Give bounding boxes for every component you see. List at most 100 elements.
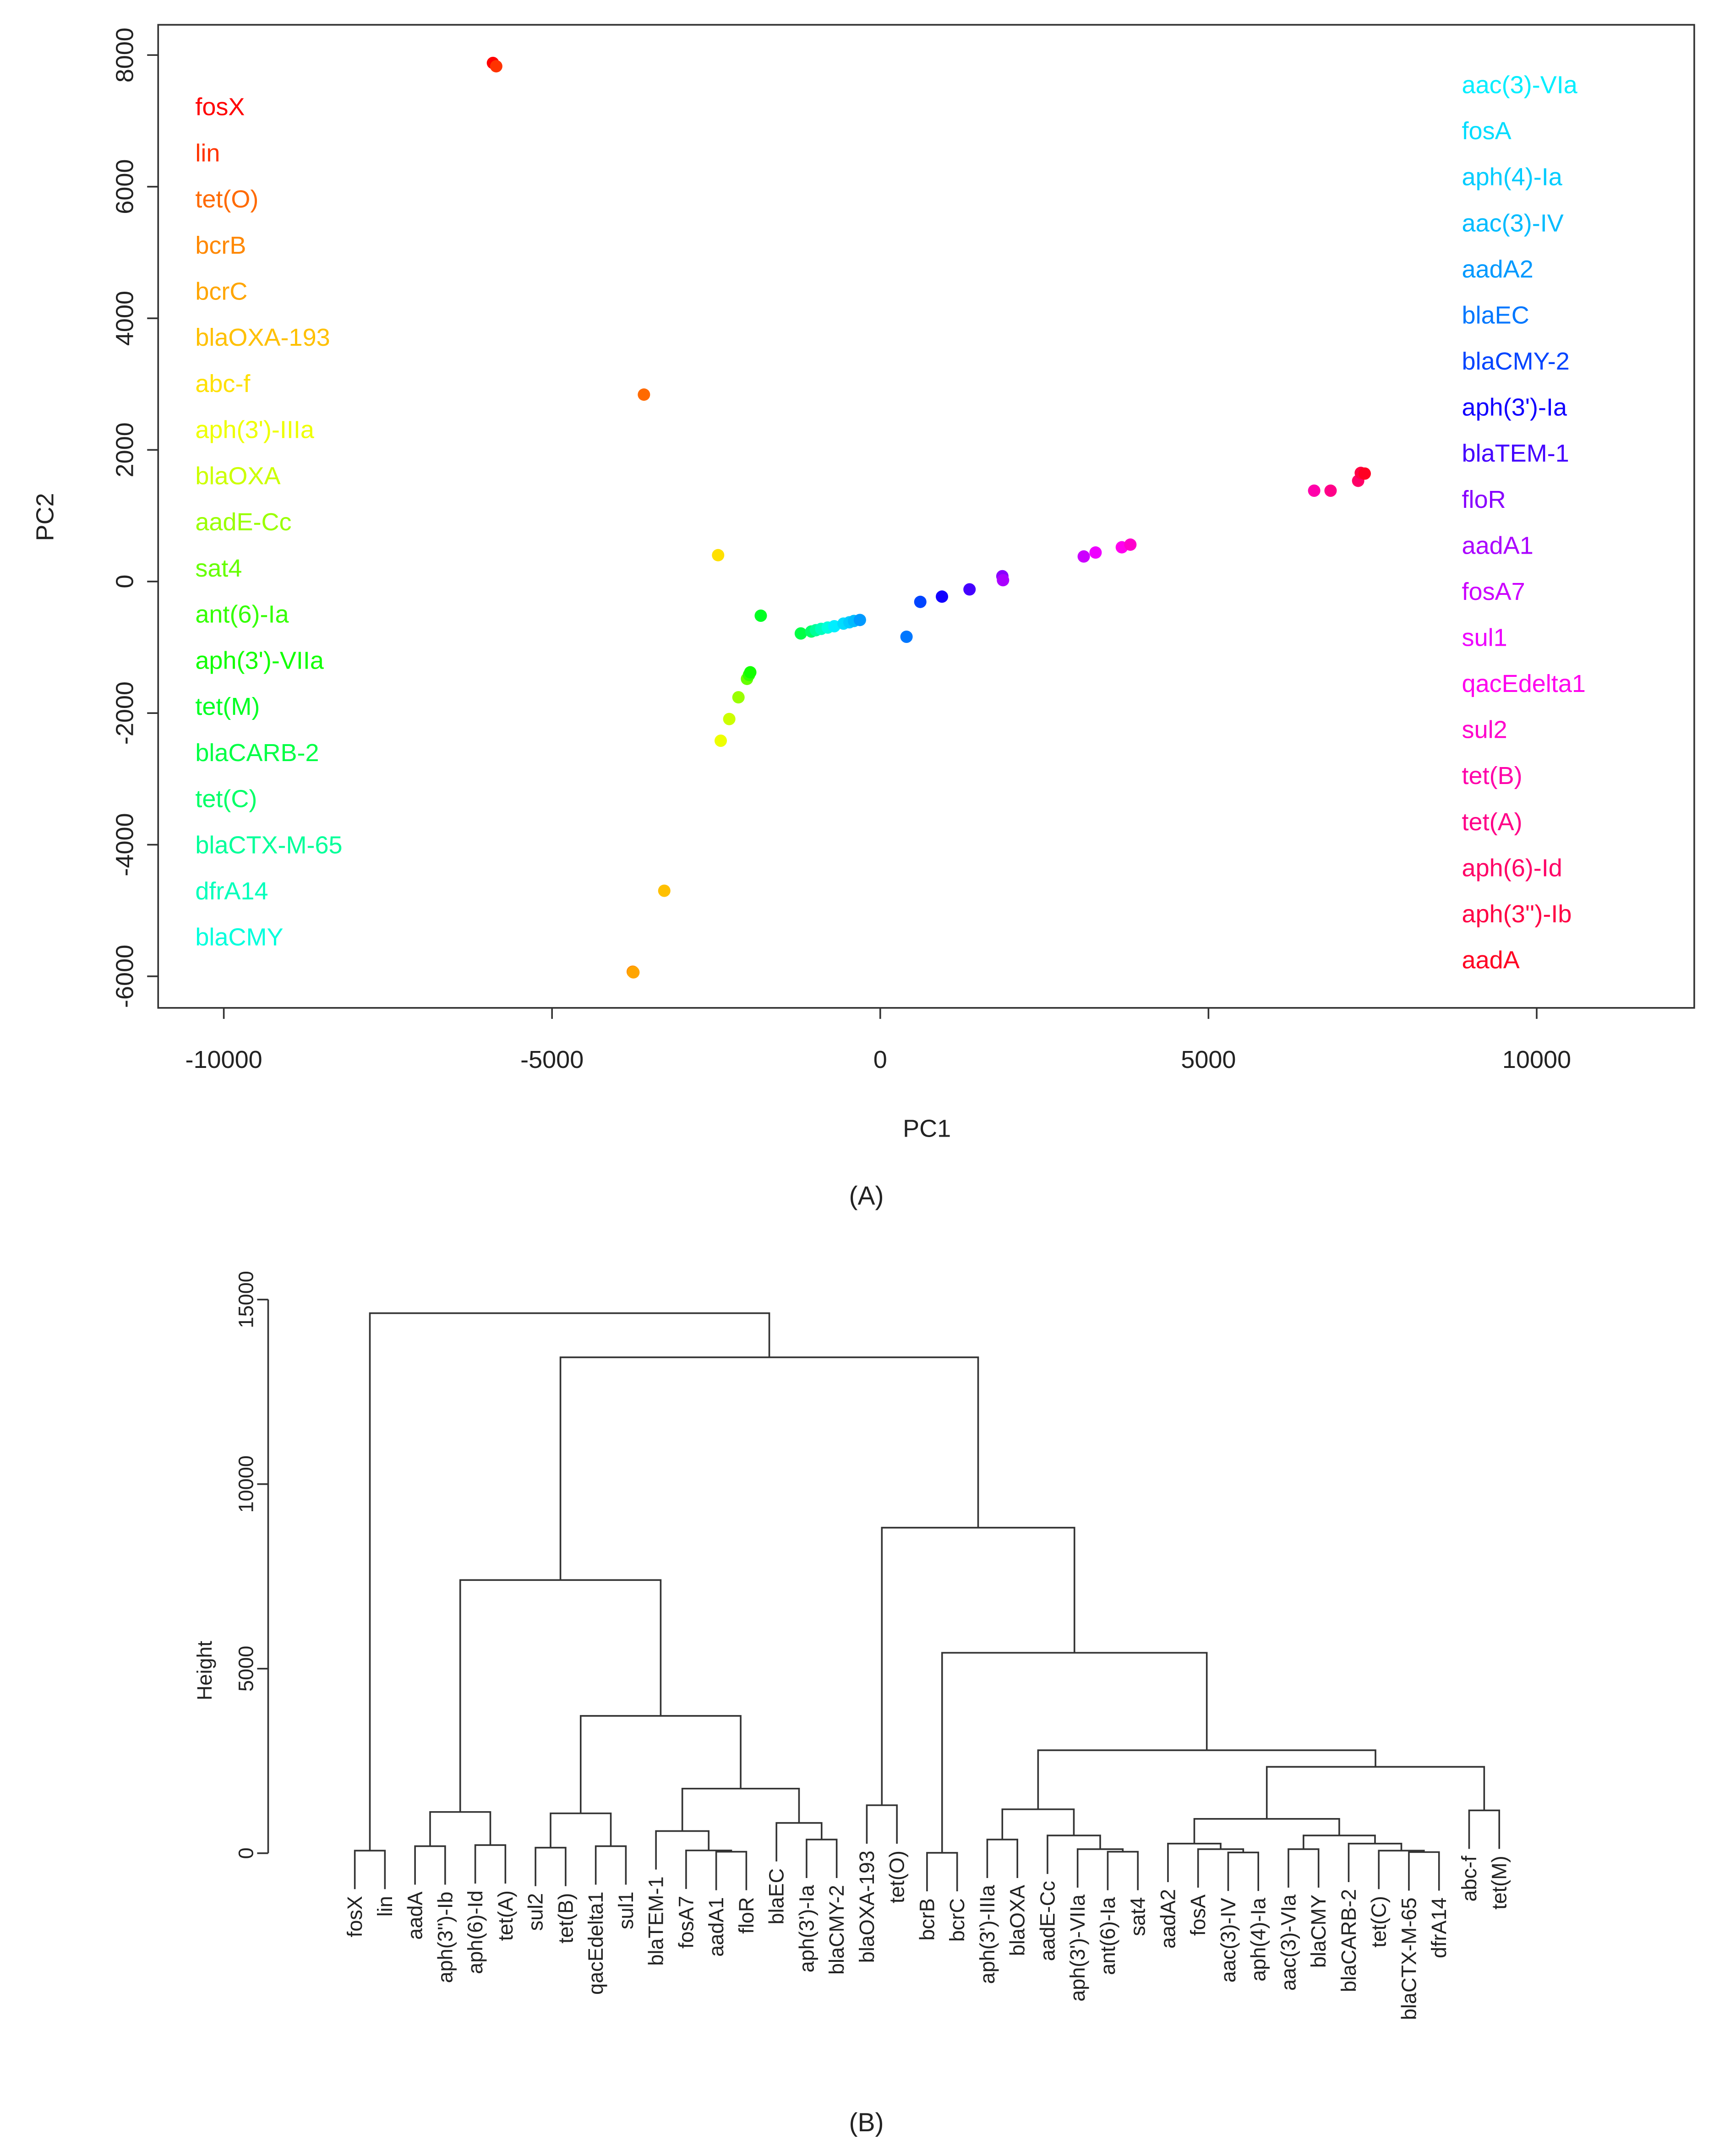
point	[490, 60, 502, 73]
leaf-label: tet(C)	[1367, 1896, 1391, 1948]
branch	[1047, 1835, 1101, 1874]
legend-label: tet(O)	[195, 185, 258, 213]
x-tick-label: 0	[873, 1046, 887, 1073]
leaf-label: tet(O)	[885, 1851, 909, 1903]
legend-label: qacEdelta1	[1462, 670, 1586, 697]
legend-label: aadA1	[1462, 532, 1533, 559]
x-tick-label: -10000	[185, 1046, 262, 1073]
leaf-label: blaOXA	[1006, 1885, 1029, 1956]
leaf-label: aph(4)-Ia	[1247, 1897, 1270, 1982]
point	[1358, 467, 1371, 480]
leaf-label: lin	[373, 1896, 397, 1916]
point	[712, 549, 725, 561]
legend-label: blaCMY	[195, 924, 283, 951]
y-tick-label: 5000	[234, 1646, 257, 1692]
leaf-label: blaEC	[765, 1868, 788, 1925]
branch	[1107, 1851, 1139, 1890]
branch	[685, 1849, 732, 1889]
point	[1324, 484, 1337, 497]
legend-label: abc-f	[195, 370, 251, 397]
x-tick-label: 10000	[1502, 1046, 1571, 1073]
legend-label: floR	[1462, 486, 1506, 513]
leaf-label: bcrB	[915, 1898, 939, 1941]
legend-label: blaOXA	[195, 462, 280, 490]
branch	[1001, 1808, 1075, 1840]
leaf-label: blaCARB-2	[1337, 1889, 1360, 1992]
legend-label: sul1	[1462, 624, 1507, 652]
point	[853, 614, 866, 626]
leaf-label: sul2	[524, 1893, 547, 1931]
legend-label: aph(6)-Id	[1462, 854, 1562, 882]
leaf-label: tet(M)	[1488, 1856, 1511, 1910]
leaf-label: ant(6)-Ia	[1096, 1897, 1119, 1975]
point	[963, 583, 976, 596]
point	[754, 609, 767, 622]
branch	[881, 1527, 1075, 1805]
point	[914, 595, 927, 608]
point	[900, 630, 913, 643]
legend-label: tet(M)	[195, 693, 260, 720]
point	[715, 734, 727, 747]
leaf-label: aac(3)-VIa	[1277, 1894, 1300, 1991]
branch	[429, 1811, 491, 1846]
y-tick-label: -6000	[111, 945, 139, 1008]
legend-label: sat4	[195, 555, 242, 582]
legend-label: sul2	[1462, 716, 1507, 744]
legend-label: ant(6)-Ia	[195, 601, 289, 628]
leaf-label: tet(B)	[554, 1893, 577, 1944]
leaf-label: blaCMY	[1307, 1895, 1330, 1968]
leaf-label: bcrC	[945, 1898, 969, 1942]
y-axis-label: Height	[193, 1640, 216, 1700]
legend-label: aph(3')-VIIa	[195, 647, 324, 674]
branch	[550, 1812, 612, 1848]
x-tick-label: 5000	[1181, 1046, 1236, 1073]
leaf-label: tet(A)	[494, 1890, 517, 1941]
branch	[1288, 1848, 1320, 1888]
legend-label: tet(C)	[195, 785, 257, 813]
leaf-label: blaCTX-M-65	[1397, 1897, 1420, 2020]
leaf-label: sat4	[1126, 1897, 1150, 1936]
leaf-label: aph(3')-Ia	[795, 1884, 818, 1972]
branch	[559, 1356, 979, 1580]
point	[1124, 538, 1137, 551]
leaf-label: sul1	[614, 1892, 638, 1930]
branch	[1408, 1851, 1440, 1891]
branch	[459, 1579, 662, 1812]
legend-label: aph(3'')-Ib	[1462, 900, 1572, 928]
leaf-label: fosA	[1186, 1895, 1210, 1936]
branch	[535, 1846, 567, 1886]
leaf-label: aadA	[404, 1892, 427, 1940]
branch	[655, 1830, 710, 1870]
point	[1308, 484, 1321, 497]
panel-label: (A)	[849, 1181, 884, 1210]
legend-label: fosA	[1462, 117, 1512, 145]
point	[744, 666, 757, 679]
legend-label: aadE-Cc	[195, 508, 291, 536]
leaf-label: floR	[735, 1897, 758, 1934]
leaf-label: fosX	[343, 1896, 366, 1937]
legend-label: aph(4)-Ia	[1462, 163, 1563, 191]
legend-label: blaCTX-M-65	[195, 831, 342, 859]
leaf-label: qacEdelta1	[584, 1892, 607, 1995]
point	[1077, 550, 1090, 563]
point	[936, 590, 949, 603]
legend-label: blaCARB-2	[195, 739, 319, 767]
y-axis-label: PC2	[31, 493, 59, 541]
legend-label: blaEC	[1462, 301, 1529, 329]
branch	[986, 1839, 1018, 1878]
legend-label: tet(A)	[1462, 808, 1523, 836]
branch	[1227, 1851, 1259, 1891]
branch	[1193, 1818, 1340, 1844]
legend-label: bcrC	[195, 278, 247, 305]
branch	[715, 1851, 748, 1890]
y-tick-label: 4000	[111, 291, 139, 346]
legend-label: aac(3)-VIa	[1462, 71, 1578, 99]
leaf-label: aph(3'')-Ib	[433, 1892, 457, 1983]
point	[1089, 546, 1102, 559]
leaf-label: aadE-Cc	[1036, 1881, 1059, 1961]
legend-label: blaTEM-1	[1462, 440, 1569, 467]
legend-label: aph(3')-Ia	[1462, 394, 1568, 421]
y-tick-label: 15000	[234, 1271, 257, 1328]
